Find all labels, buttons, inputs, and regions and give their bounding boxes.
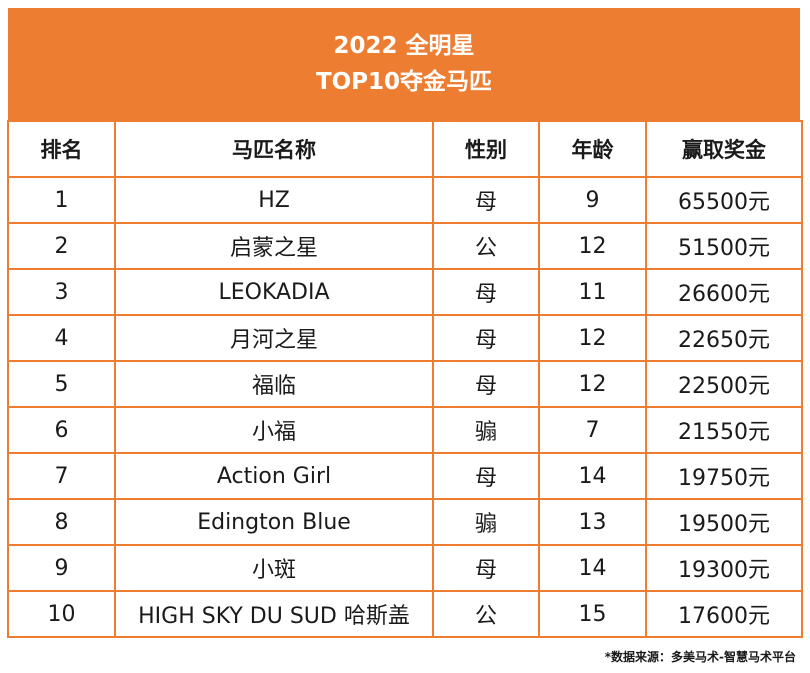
cell-age: 7: [538, 406, 647, 454]
cell-sex: 公: [432, 590, 540, 638]
cell-prize: 65500元: [645, 176, 803, 224]
table-row: 8 Edington Blue 骟 13 19500元: [7, 498, 803, 546]
table-row: 6 小福骟 7 21550元: [7, 406, 803, 454]
cell-age: 13: [538, 498, 647, 546]
cell-sex: 母: [432, 544, 540, 592]
header-horse-name: 马匹名称: [114, 120, 434, 178]
table-body: 1 HZ 母 9 65500元 2 启蒙之星公 12 51500元 3 LEOKADIA 母 11 266…: [7, 176, 803, 638]
cell-prize: 21550元: [645, 406, 803, 454]
ranking-table: 排名 马匹名称 性别 年龄 赢取奖金 1 HZ 母 9 65500元 2 启蒙之星公 12 51…: [7, 120, 803, 638]
cell-rank: 10: [7, 590, 116, 638]
cell-age: 9: [538, 176, 647, 224]
header-rank: 排名: [7, 120, 116, 178]
cell-sex: 骟: [432, 406, 540, 454]
title-line-1: 2022 全明星: [333, 33, 475, 59]
cell-horse-name: LEOKADIA: [114, 268, 434, 316]
cell-prize: 22650元: [645, 314, 803, 362]
cell-rank: 8: [7, 498, 116, 546]
table-row: 3 LEOKADIA 母 11 26600元: [7, 268, 803, 316]
cell-age: 12: [538, 222, 647, 270]
table-row: 7 Action Girl 母 14 19750元: [7, 452, 803, 500]
cell-horse-name: 启蒙之星: [114, 222, 434, 270]
cell-sex: 母: [432, 176, 540, 224]
cell-horse-name: 福临: [114, 360, 434, 408]
header-prize: 赢取奖金: [645, 120, 803, 178]
cell-horse-name: 月河之星: [114, 314, 434, 362]
cell-horse-name: HIGH SKY DU SUD 哈斯盖: [114, 590, 434, 638]
cell-age: 12: [538, 360, 647, 408]
table-row: 5 福临母 12 22500元: [7, 360, 803, 408]
cell-sex: 母: [432, 360, 540, 408]
cell-rank: 7: [7, 452, 116, 500]
cell-age: 14: [538, 544, 647, 592]
cell-sex: 母: [432, 268, 540, 316]
cell-prize: 22500元: [645, 360, 803, 408]
table-row: 2 启蒙之星公 12 51500元: [7, 222, 803, 270]
cell-horse-name: 小福: [114, 406, 434, 454]
cell-rank: 3: [7, 268, 116, 316]
cell-horse-name: HZ: [114, 176, 434, 224]
table-row: 1 HZ 母 9 65500元: [7, 176, 803, 224]
cell-prize: 17600元: [645, 590, 803, 638]
cell-rank: 4: [7, 314, 116, 362]
cell-horse-name: Edington Blue: [114, 498, 434, 546]
cell-rank: 6: [7, 406, 116, 454]
cell-prize: 19300元: [645, 544, 803, 592]
data-source-note: *数据来源：多美马术-智慧马术平台: [604, 650, 796, 664]
cell-horse-name: Action Girl: [114, 452, 434, 500]
header-sex: 性别: [432, 120, 540, 178]
cell-prize: 51500元: [645, 222, 803, 270]
table-row: 9 小斑母 14 19300元: [7, 544, 803, 592]
table-row: 10 HIGH SKY DU SUD 哈斯盖公 15 17600元: [7, 590, 803, 638]
cell-sex: 母: [432, 314, 540, 362]
cell-age: 15: [538, 590, 647, 638]
cell-horse-name: 小斑: [114, 544, 434, 592]
cell-sex: 公: [432, 222, 540, 270]
cell-prize: 19750元: [645, 452, 803, 500]
header-age: 年龄: [538, 120, 647, 178]
header-row: 排名 马匹名称 性别 年龄 赢取奖金: [7, 120, 803, 178]
table-row: 4 月河之星母 12 22650元: [7, 314, 803, 362]
cell-rank: 1: [7, 176, 116, 224]
cell-sex: 骟: [432, 498, 540, 546]
cell-age: 11: [538, 268, 647, 316]
cell-prize: 19500元: [645, 498, 803, 546]
title-line-2: TOP10夺金马匹: [315, 69, 493, 95]
cell-age: 14: [538, 452, 647, 500]
cell-age: 12: [538, 314, 647, 362]
cell-rank: 9: [7, 544, 116, 592]
cell-prize: 26600元: [645, 268, 803, 316]
table-title: 2022 全明星 TOP10夺金马匹: [8, 8, 800, 120]
cell-sex: 母: [432, 452, 540, 500]
cell-rank: 2: [7, 222, 116, 270]
cell-rank: 5: [7, 360, 116, 408]
